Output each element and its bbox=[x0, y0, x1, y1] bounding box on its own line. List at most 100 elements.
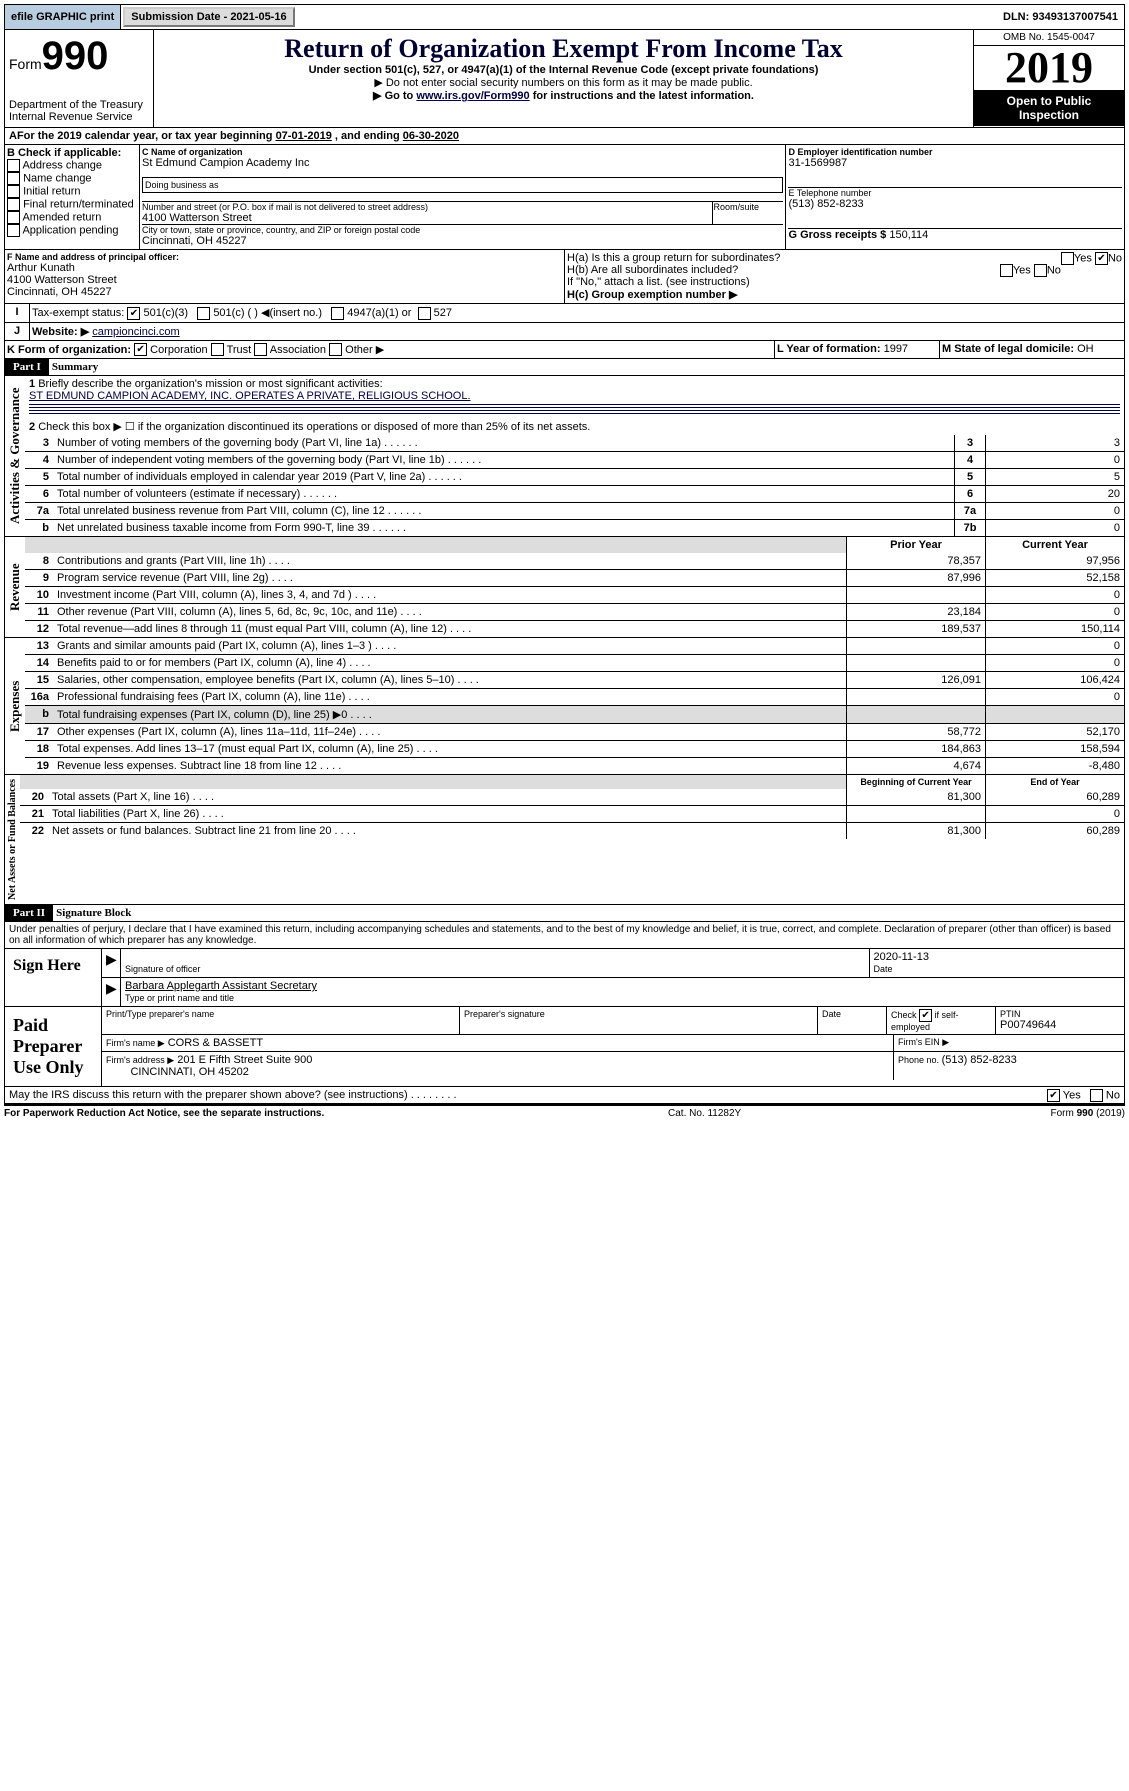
j-row: J Website: ▶ campioncinci.com bbox=[4, 323, 1125, 341]
firm-addr: 201 E Fifth Street Suite 900 bbox=[177, 1054, 312, 1066]
phone-label: Phone no. bbox=[898, 1055, 939, 1065]
ptin: P00749644 bbox=[1000, 1019, 1056, 1031]
chk-amended[interactable] bbox=[7, 211, 20, 224]
under-section: Under section 501(c), 527, or 4947(a)(1)… bbox=[158, 64, 969, 76]
gov-vlabel: Activities & Governance bbox=[5, 376, 25, 536]
open-inspection: Open to Public Inspection bbox=[974, 90, 1124, 126]
chk-trust[interactable] bbox=[211, 343, 224, 356]
room-label: Room/suite bbox=[712, 202, 783, 224]
exp-vlabel: Expenses bbox=[5, 638, 25, 774]
i-row: I Tax-exempt status: 501(c)(3) 501(c) ( … bbox=[4, 304, 1125, 323]
l1-text: Briefly describe the organization's miss… bbox=[38, 378, 382, 390]
sig-date: 2020-11-13 bbox=[874, 951, 929, 963]
officer-addr: 4100 Watterson Street bbox=[7, 274, 562, 286]
chk-501c3[interactable] bbox=[127, 307, 140, 320]
chk-hb-yes[interactable] bbox=[1000, 264, 1013, 277]
firm-city: CINCINNATI, OH 45202 bbox=[130, 1066, 248, 1078]
officer-sig-name: Barbara Applegarth Assistant Secretary bbox=[125, 980, 317, 992]
j-label: Website: ▶ bbox=[32, 326, 89, 338]
prep-date-hdr: Date bbox=[818, 1007, 887, 1034]
chk-assoc[interactable] bbox=[254, 343, 267, 356]
chk-501c[interactable] bbox=[197, 307, 210, 320]
period-line: AFor the 2019 calendar year, or tax year… bbox=[4, 128, 1125, 145]
chk-hb-no[interactable] bbox=[1034, 264, 1047, 277]
revenue-block: Revenue Prior Year Current Year 8Contrib… bbox=[4, 537, 1125, 638]
officer-name: Arthur Kunath bbox=[7, 262, 562, 274]
chk-discuss-no[interactable] bbox=[1090, 1089, 1103, 1102]
fh-block: F Name and address of principal officer:… bbox=[4, 250, 1125, 304]
top-bar: efile GRAPHIC print Submission Date - 20… bbox=[4, 4, 1125, 30]
chk-final-return[interactable] bbox=[7, 198, 20, 211]
chk-ha-yes[interactable] bbox=[1061, 252, 1074, 265]
ptin-label: PTIN bbox=[1000, 1009, 1021, 1019]
chk-self-employed[interactable] bbox=[919, 1009, 932, 1022]
rev-vlabel: Revenue bbox=[5, 537, 25, 637]
submission-date[interactable]: Submission Date - 2021-05-16 bbox=[123, 7, 294, 27]
name-label: Type or print name and title bbox=[125, 993, 234, 1003]
dept-label: Department of the Treasury Internal Reve… bbox=[9, 99, 149, 123]
part1-hdr: Part I bbox=[5, 359, 49, 375]
ha-label: H(a) Is this a group return for subordin… bbox=[567, 252, 780, 264]
paid-preparer-block: Paid Preparer Use Only Print/Type prepar… bbox=[4, 1007, 1125, 1087]
governance-block: Activities & Governance 1 Briefly descri… bbox=[4, 376, 1125, 537]
form-header: Form990 Department of the Treasury Inter… bbox=[4, 30, 1125, 128]
sig-label: Signature of officer bbox=[125, 964, 200, 974]
mission-text: ST EDMUND CAMPION ACADEMY, INC. OPERATES… bbox=[29, 390, 471, 402]
d-label: D Employer identification number bbox=[788, 147, 1122, 157]
prep-sig-hdr: Preparer's signature bbox=[460, 1007, 818, 1034]
chk-name-change[interactable] bbox=[7, 172, 20, 185]
part2-title: Signature Block bbox=[56, 907, 131, 919]
form990-link[interactable]: www.irs.gov/Form990 bbox=[416, 90, 529, 102]
m-label: M State of legal domicile: bbox=[942, 343, 1074, 355]
year-formation: 1997 bbox=[884, 343, 908, 355]
net-block: Net Assets or Fund Balances Beginning of… bbox=[4, 775, 1125, 905]
efile-label: efile GRAPHIC print bbox=[5, 5, 121, 29]
chk-initial-return[interactable] bbox=[7, 185, 20, 198]
part1-title: Summary bbox=[52, 361, 98, 373]
end-year-hdr: End of Year bbox=[985, 775, 1124, 789]
check-label: Check bbox=[891, 1010, 917, 1020]
part2-hdr: Part II bbox=[5, 905, 53, 921]
city-label: City or town, state or province, country… bbox=[142, 225, 420, 235]
l2-text: Check this box ▶ ☐ if the organization d… bbox=[38, 421, 590, 433]
firm-phone: (513) 852-8233 bbox=[942, 1054, 1017, 1066]
prep-name-hdr: Print/Type preparer's name bbox=[102, 1007, 460, 1034]
net-vlabel: Net Assets or Fund Balances bbox=[5, 775, 20, 904]
firm-addr-label: Firm's address ▶ bbox=[106, 1055, 174, 1065]
gross-receipts: 150,114 bbox=[889, 229, 928, 241]
footer: For Paperwork Reduction Act Notice, see … bbox=[4, 1104, 1125, 1119]
chk-other[interactable] bbox=[329, 343, 342, 356]
website-link[interactable]: campioncinci.com bbox=[92, 326, 179, 338]
state-domicile: OH bbox=[1077, 343, 1094, 355]
foot-mid: Cat. No. 11282Y bbox=[565, 1108, 845, 1119]
officer-city: Cincinnati, OH 45227 bbox=[7, 286, 562, 298]
chk-corp[interactable] bbox=[134, 343, 147, 356]
dln: DLN: 93493137007541 bbox=[997, 5, 1124, 29]
foot-right: Form 990 (2019) bbox=[845, 1108, 1125, 1119]
chk-discuss-yes[interactable] bbox=[1047, 1089, 1060, 1102]
chk-ha-no[interactable] bbox=[1095, 252, 1108, 265]
paid-label: Paid Preparer Use Only bbox=[5, 1007, 102, 1086]
hc-label: H(c) Group exemption number ▶ bbox=[567, 288, 1122, 301]
form-title: Return of Organization Exempt From Incom… bbox=[158, 34, 969, 64]
tax-year: 2019 bbox=[974, 46, 1124, 90]
chk-address-change[interactable] bbox=[7, 159, 20, 172]
goto-note: ▶ Go to www.irs.gov/Form990 for instruct… bbox=[158, 89, 969, 102]
discuss-row: May the IRS discuss this return with the… bbox=[4, 1087, 1125, 1104]
hb-label: H(b) Are all subordinates included? bbox=[567, 264, 738, 276]
chk-527[interactable] bbox=[418, 307, 431, 320]
expenses-block: Expenses 13Grants and similar amounts pa… bbox=[4, 638, 1125, 775]
chk-pending[interactable] bbox=[7, 224, 20, 237]
foot-left: For Paperwork Reduction Act Notice, see … bbox=[4, 1108, 324, 1119]
chk-4947[interactable] bbox=[331, 307, 344, 320]
curr-year-hdr: Current Year bbox=[985, 537, 1124, 553]
form-number: 990 bbox=[42, 34, 109, 78]
firm-ein-label: Firm's EIN ▶ bbox=[894, 1035, 1124, 1051]
l-label: L Year of formation: bbox=[777, 343, 881, 355]
sign-here-label: Sign Here bbox=[5, 949, 102, 1006]
hb-note: If "No," attach a list. (see instruction… bbox=[567, 276, 1122, 288]
b-label: B Check if applicable: bbox=[7, 147, 137, 159]
dba-label: Doing business as bbox=[142, 177, 783, 193]
klm-row: K Form of organization: Corporation Trus… bbox=[4, 341, 1125, 360]
form-word: Form bbox=[9, 56, 42, 72]
